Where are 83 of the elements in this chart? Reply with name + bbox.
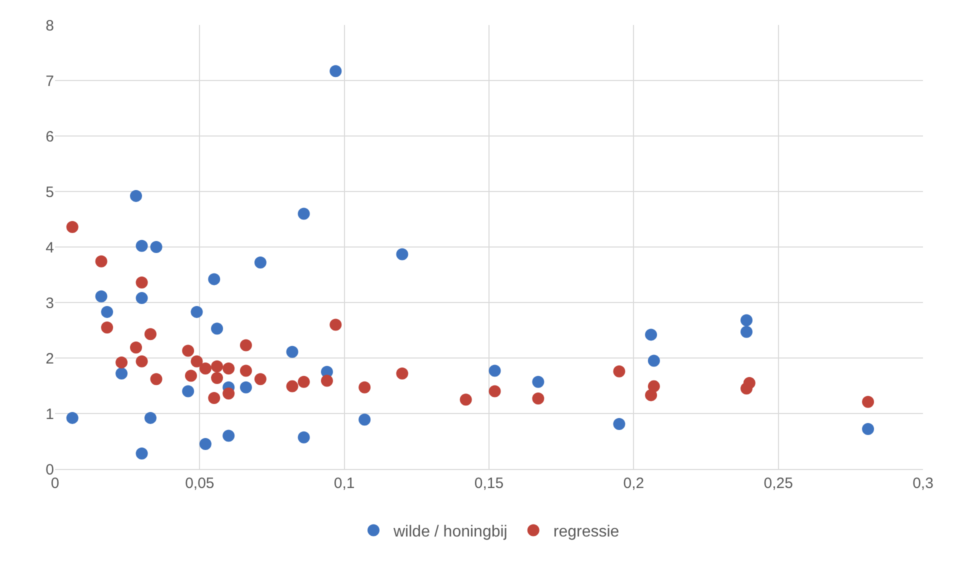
point xyxy=(330,65,342,78)
x-tick-label: 0,05 xyxy=(185,475,214,492)
point xyxy=(862,396,874,408)
point xyxy=(136,276,148,289)
point xyxy=(144,328,156,340)
y-tick-label: 5 xyxy=(46,184,54,201)
point xyxy=(645,328,658,341)
point xyxy=(136,447,148,460)
point xyxy=(358,381,371,394)
point xyxy=(532,376,544,388)
point xyxy=(116,368,128,380)
point xyxy=(150,241,162,253)
point xyxy=(240,364,252,377)
point xyxy=(330,318,342,331)
point xyxy=(254,256,266,269)
point xyxy=(298,431,310,444)
point xyxy=(130,190,142,202)
point xyxy=(222,388,235,400)
point xyxy=(862,423,874,436)
point xyxy=(182,385,194,398)
x-tick-label: 0,1 xyxy=(334,475,355,492)
point xyxy=(286,346,298,358)
point xyxy=(95,290,108,302)
point xyxy=(116,356,128,368)
point xyxy=(488,364,501,377)
point xyxy=(396,248,408,260)
point xyxy=(286,380,298,392)
point xyxy=(136,240,148,252)
point xyxy=(488,385,501,398)
point xyxy=(211,372,224,384)
point xyxy=(150,373,162,386)
point xyxy=(613,365,626,378)
x-tick-label: 0,15 xyxy=(474,475,504,492)
x-tick-label: 0,3 xyxy=(912,475,934,492)
point xyxy=(358,414,371,426)
point xyxy=(396,368,408,380)
point xyxy=(199,362,212,375)
point xyxy=(208,392,220,404)
point xyxy=(144,412,156,424)
point xyxy=(136,292,148,304)
point xyxy=(645,389,658,402)
point xyxy=(222,362,235,375)
y-tick-label: 2 xyxy=(46,350,54,368)
point xyxy=(740,326,753,338)
point xyxy=(740,382,753,395)
point xyxy=(101,321,114,334)
legend-label: regressie xyxy=(553,524,620,541)
point xyxy=(222,430,235,442)
point xyxy=(240,339,252,352)
point xyxy=(66,221,78,234)
y-tick-label: 7 xyxy=(46,72,54,90)
y-tick-label: 1 xyxy=(46,406,54,423)
point xyxy=(320,374,333,387)
point xyxy=(95,255,108,268)
point xyxy=(208,273,220,286)
point xyxy=(190,306,203,318)
point xyxy=(613,418,626,430)
point xyxy=(182,344,194,357)
point xyxy=(648,354,660,367)
y-tick-label: 3 xyxy=(46,294,54,312)
point xyxy=(66,412,78,424)
y-tick-label: 4 xyxy=(46,239,54,256)
x-tick-label: 0,25 xyxy=(764,475,793,492)
legend-label: wilde / honingbij xyxy=(392,524,508,541)
point xyxy=(211,360,224,372)
point xyxy=(298,208,310,220)
point xyxy=(211,322,224,335)
point xyxy=(130,341,142,354)
y-tick-label: 0 xyxy=(46,461,54,478)
point xyxy=(190,355,203,368)
y-tick-label: 6 xyxy=(46,128,54,146)
point xyxy=(740,314,753,326)
x-tick-label: 0,2 xyxy=(623,475,644,492)
point xyxy=(254,373,266,386)
point xyxy=(460,394,472,406)
point xyxy=(240,381,252,394)
point xyxy=(532,392,544,405)
point xyxy=(298,376,310,388)
y-tick-label: 8 xyxy=(46,17,54,34)
point xyxy=(136,355,148,368)
point xyxy=(184,370,197,382)
point xyxy=(199,438,212,450)
point xyxy=(101,306,114,318)
